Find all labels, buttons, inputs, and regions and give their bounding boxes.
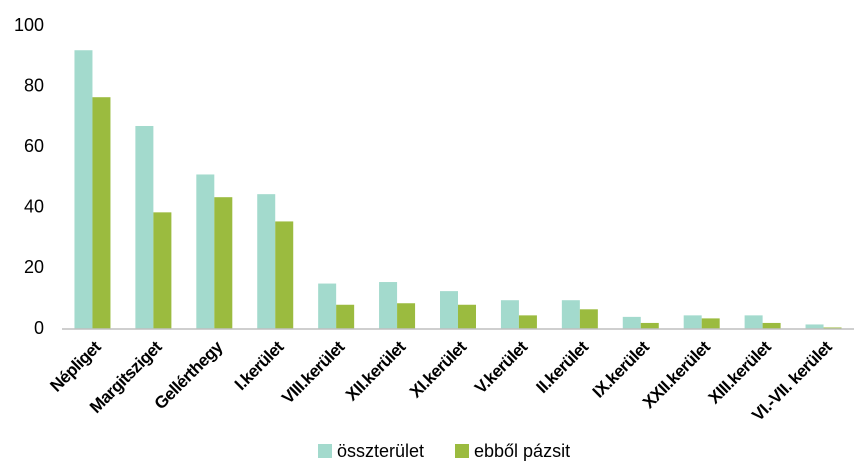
legend-label: ebből pázsit: [474, 441, 570, 461]
bar: [762, 322, 781, 329]
bar: [92, 97, 111, 329]
y-tick-label: 0: [34, 318, 44, 338]
y-tick-label: 100: [14, 15, 44, 35]
bar: [823, 327, 842, 329]
x-tick-label: IX.kerület: [589, 337, 654, 402]
bar: [458, 304, 476, 329]
bar: [275, 221, 294, 329]
bar: [318, 283, 337, 329]
x-tick-label: Népliget: [46, 337, 105, 396]
bar: [135, 125, 154, 330]
bar: [153, 212, 172, 329]
bar: [74, 50, 93, 330]
y-tick-label: 40: [24, 197, 44, 217]
legend-label: összterület: [337, 441, 424, 461]
bar: [805, 324, 824, 329]
y-tick-label: 60: [24, 136, 44, 156]
bar: [561, 300, 580, 329]
bar: [440, 291, 458, 329]
bar: [214, 197, 233, 329]
legend-swatch: [455, 444, 469, 458]
bar: [744, 315, 763, 329]
x-tick-label: XI.kerület: [406, 337, 471, 402]
bar: [701, 318, 720, 329]
bar: [622, 316, 641, 329]
bar: [379, 282, 398, 329]
bar: [336, 304, 355, 329]
legend-swatch: [318, 444, 332, 458]
bar: [640, 322, 659, 329]
bar: [257, 194, 276, 329]
x-tick-label: VIII.kerület: [278, 337, 349, 408]
bar: [196, 174, 215, 329]
bar: [579, 309, 598, 329]
bar: [397, 303, 416, 329]
bar: [500, 300, 519, 329]
y-tick-label: 20: [24, 257, 44, 277]
x-tick-label: XII.kerület: [342, 337, 410, 405]
bar: [518, 315, 537, 329]
bar: [683, 315, 702, 329]
x-tick-label: II.kerület: [533, 337, 593, 397]
x-tick-label: V.kerület: [471, 337, 532, 398]
x-tick-label: XXII.kerület: [639, 337, 714, 412]
x-tick-label: I.kerület: [231, 337, 288, 394]
y-tick-label: 80: [24, 75, 44, 95]
